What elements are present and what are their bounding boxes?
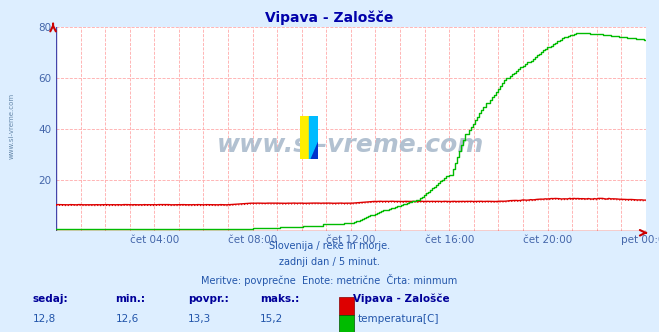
Text: Vipava - Zalošče: Vipava - Zalošče bbox=[353, 294, 449, 304]
Polygon shape bbox=[309, 116, 318, 159]
Text: temperatura[C]: temperatura[C] bbox=[358, 314, 440, 324]
Text: sedaj:: sedaj: bbox=[33, 294, 69, 304]
Text: zadnji dan / 5 minut.: zadnji dan / 5 minut. bbox=[279, 257, 380, 267]
Text: maks.:: maks.: bbox=[260, 294, 300, 304]
Text: Vipava - Zalošče: Vipava - Zalošče bbox=[266, 11, 393, 25]
Text: min.:: min.: bbox=[115, 294, 146, 304]
Text: www.si-vreme.com: www.si-vreme.com bbox=[217, 133, 484, 157]
Text: 12,6: 12,6 bbox=[115, 314, 138, 324]
Text: Slovenija / reke in morje.: Slovenija / reke in morje. bbox=[269, 241, 390, 251]
Text: 13,3: 13,3 bbox=[188, 314, 211, 324]
Polygon shape bbox=[309, 138, 318, 159]
Text: 15,2: 15,2 bbox=[260, 314, 283, 324]
Bar bbox=[300, 116, 309, 159]
Text: www.si-vreme.com: www.si-vreme.com bbox=[9, 93, 14, 159]
Text: povpr.:: povpr.: bbox=[188, 294, 229, 304]
Text: Meritve: povprečne  Enote: metrične  Črta: minmum: Meritve: povprečne Enote: metrične Črta:… bbox=[202, 274, 457, 286]
Text: 12,8: 12,8 bbox=[33, 314, 56, 324]
